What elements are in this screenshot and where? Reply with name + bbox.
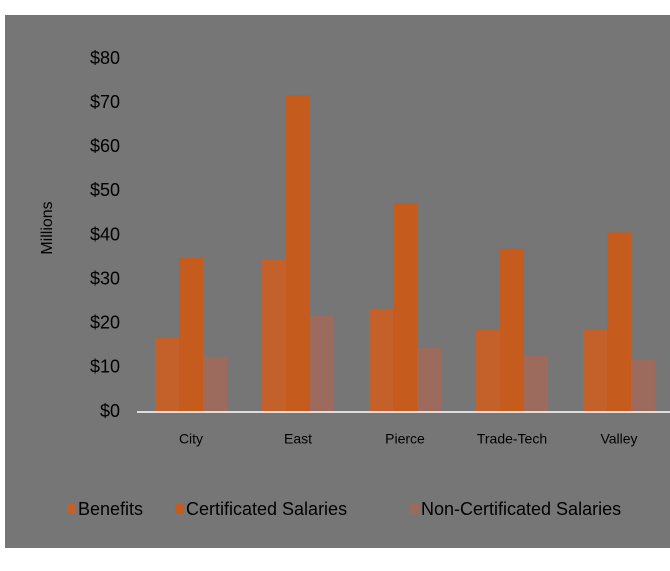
bar xyxy=(286,95,310,413)
bar xyxy=(607,232,631,412)
bar xyxy=(583,329,607,412)
chart-background xyxy=(5,15,670,548)
x-tick-label: City xyxy=(179,431,203,447)
y-tick-label: $0 xyxy=(100,401,120,421)
bar xyxy=(631,359,655,412)
x-tick-label: East xyxy=(284,431,312,447)
bar xyxy=(524,355,548,412)
bar xyxy=(393,203,417,412)
bar xyxy=(310,315,334,412)
bar xyxy=(262,259,286,412)
y-tick-label: $60 xyxy=(90,136,120,156)
y-tick-label: $50 xyxy=(90,180,120,200)
bar xyxy=(203,356,227,412)
y-tick-label: $20 xyxy=(90,313,120,333)
bar xyxy=(417,348,441,412)
x-tick-label: Valley xyxy=(600,431,637,447)
bar xyxy=(369,308,393,412)
y-tick-label: $70 xyxy=(90,92,120,112)
legend-label: Benefits xyxy=(78,499,143,519)
y-tick-label: $30 xyxy=(90,268,120,288)
bar xyxy=(155,337,179,412)
x-tick-label: Pierce xyxy=(385,431,425,447)
y-axis-label: Millions xyxy=(39,201,56,254)
y-tick-label: $10 xyxy=(90,357,120,377)
x-tick-label: Trade-Tech xyxy=(477,431,547,447)
bar xyxy=(179,258,203,412)
legend-swatch xyxy=(175,504,184,513)
bar xyxy=(500,248,524,412)
legend-swatch xyxy=(67,504,76,513)
bar xyxy=(476,329,500,412)
legend-label: Certificated Salaries xyxy=(186,499,347,519)
legend-label: Non-Certificated Salaries xyxy=(421,499,621,519)
y-tick-label: $40 xyxy=(90,224,120,244)
y-tick-label: $80 xyxy=(90,48,120,68)
legend-swatch xyxy=(410,504,419,513)
